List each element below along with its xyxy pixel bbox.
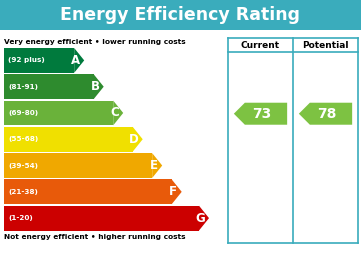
Text: A: A	[71, 54, 80, 67]
Text: (81-91): (81-91)	[8, 84, 38, 90]
Bar	[4, 100, 113, 125]
Bar	[4, 206, 199, 230]
Text: Energy Efficiency Rating: Energy Efficiency Rating	[61, 6, 300, 24]
Polygon shape	[299, 103, 352, 125]
Polygon shape	[113, 100, 123, 125]
Text: Not energy efficient • higher running costs: Not energy efficient • higher running co…	[4, 234, 186, 240]
Text: C: C	[110, 106, 119, 120]
Text: (69-80): (69-80)	[8, 110, 38, 116]
Text: 73: 73	[252, 107, 271, 121]
Polygon shape	[133, 127, 143, 152]
Polygon shape	[152, 153, 162, 178]
Polygon shape	[172, 179, 182, 204]
Text: (21-38): (21-38)	[8, 189, 38, 195]
Text: G: G	[196, 212, 205, 225]
Text: 78: 78	[317, 107, 336, 121]
Text: (55-68): (55-68)	[8, 136, 38, 142]
Text: (39-54): (39-54)	[8, 163, 38, 169]
Text: Potential: Potential	[302, 40, 349, 50]
Text: F: F	[169, 185, 177, 198]
Polygon shape	[94, 74, 104, 99]
Text: (92 plus): (92 plus)	[8, 57, 45, 63]
Text: Current: Current	[241, 40, 280, 50]
Text: E: E	[150, 159, 158, 172]
Polygon shape	[199, 206, 209, 230]
Text: Very energy efficient • lower running costs: Very energy efficient • lower running co…	[4, 39, 186, 45]
Text: B: B	[91, 80, 100, 93]
Text: (1-20): (1-20)	[8, 215, 33, 221]
Bar	[4, 179, 172, 204]
Bar	[4, 153, 152, 178]
Bar	[4, 48, 74, 73]
Bar	[4, 127, 133, 152]
Polygon shape	[234, 103, 287, 125]
Text: D: D	[129, 133, 139, 146]
Bar	[0, 0, 361, 30]
Polygon shape	[74, 48, 84, 73]
Bar	[4, 74, 94, 99]
